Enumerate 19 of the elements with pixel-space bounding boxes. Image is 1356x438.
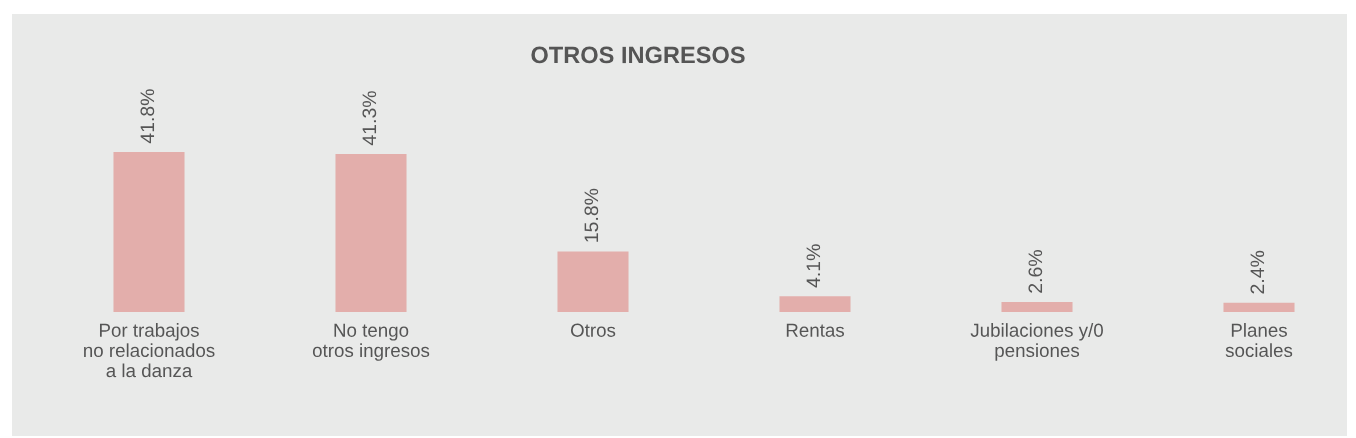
bar (335, 153, 407, 312)
bar (1223, 302, 1295, 312)
bar (113, 152, 185, 312)
data-label: 2.4% (1250, 250, 1265, 294)
data-label: 41.3% (362, 91, 377, 146)
x-tick-label: No tengo otros ingresos (312, 323, 430, 361)
bar (1001, 302, 1073, 312)
x-tick-label: Jubilaciones y/0 pensiones (970, 323, 1103, 361)
x-tick-label: Planes sociales (1225, 323, 1293, 358)
bar (557, 251, 629, 312)
data-label: 15.8% (584, 188, 599, 242)
data-label: 4.1% (806, 244, 821, 288)
chart-title: OTROS INGRESOS (531, 46, 745, 64)
data-label: 41.8% (140, 89, 155, 144)
x-tick-label: Por trabajos no relacionados a la danza (84, 323, 215, 378)
x-tick-label: Rentas (786, 323, 845, 337)
x-tick-label: Otros (570, 323, 616, 337)
bar (779, 296, 851, 312)
data-label: 2.6% (1028, 250, 1043, 293)
